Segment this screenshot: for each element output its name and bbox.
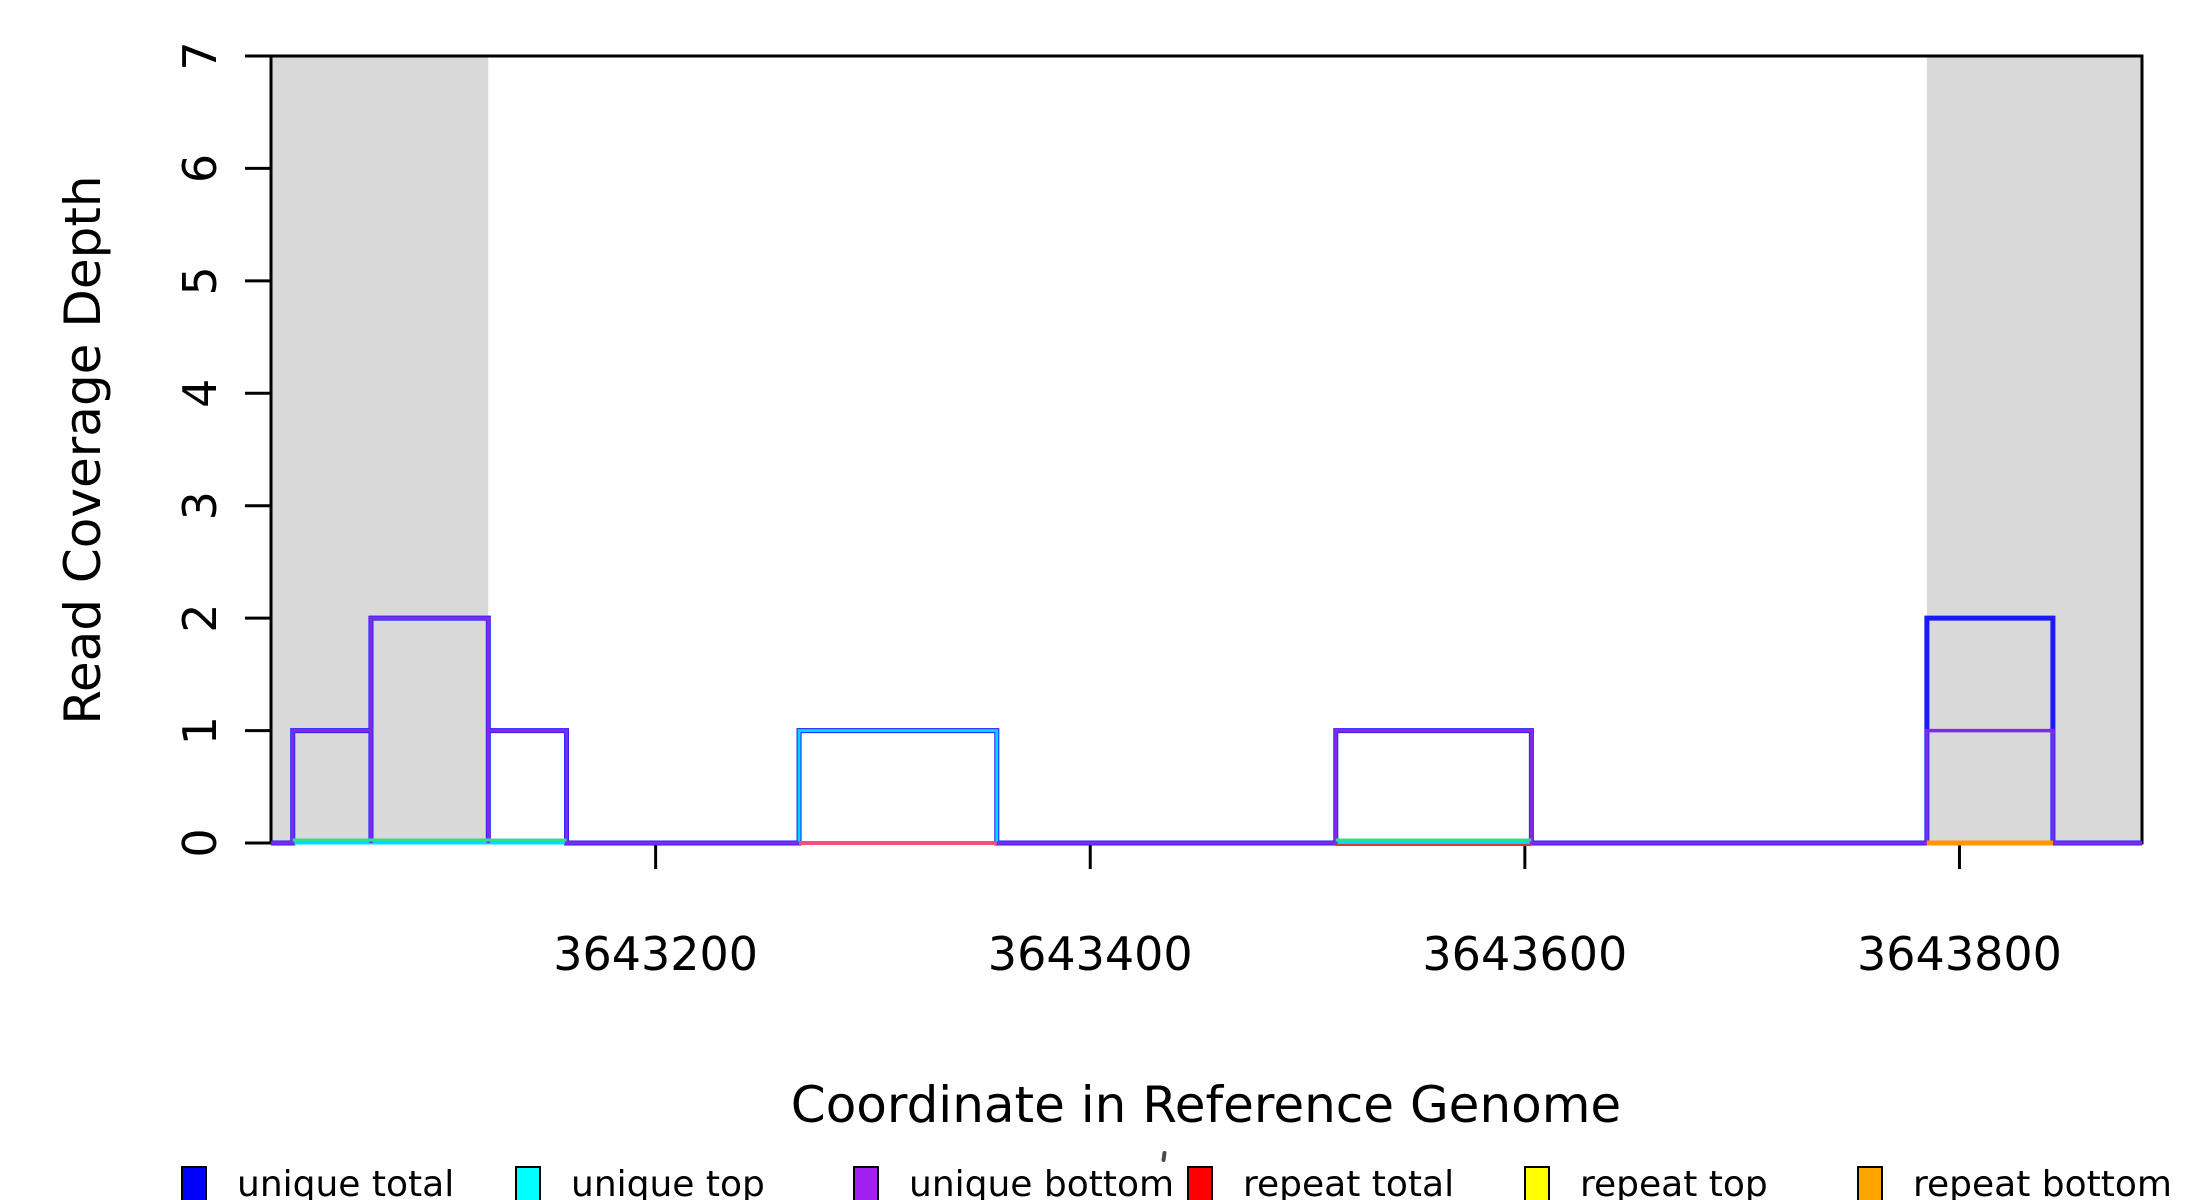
legend-item-unique-top: unique top [515, 1164, 765, 1200]
repeat-region-band [271, 57, 489, 842]
plot-box [269, 54, 2144, 845]
y-tick-label: 3 [173, 491, 227, 520]
legend-label: repeat bottom [1913, 1164, 2172, 1200]
y-tick-label: 0 [173, 828, 227, 857]
series-unique-top [271, 729, 2142, 845]
repeat-region-band [1926, 57, 2142, 842]
legend-item-repeat-top: repeat top [1524, 1164, 1768, 1200]
x-tick-label: 3643400 [988, 927, 1193, 981]
legend-item-unique-bottom: unique bottom [853, 1164, 1174, 1200]
y-tick-label: 2 [173, 604, 227, 633]
axis-ticks [245, 54, 1961, 869]
plot-border [269, 54, 2144, 845]
repeat-bottom-swatch [1857, 1166, 1883, 1200]
unique-top-swatch [515, 1166, 541, 1200]
y-tick-label: 4 [173, 379, 227, 408]
series-unique-bottom [271, 616, 2142, 845]
y-tick-label: 1 [173, 716, 227, 745]
repeat-top-swatch [1524, 1166, 1550, 1200]
x-tick-label: 3643600 [1422, 927, 1627, 981]
repeat-total-swatch [1187, 1166, 1213, 1200]
x-axis-title: Coordinate in Reference Genome [791, 1076, 1621, 1134]
legend-item-unique-total: unique total [181, 1164, 454, 1200]
y-tick-label: 7 [173, 41, 227, 70]
coverage-step-lines [271, 615, 2142, 846]
unique-total-swatch [181, 1166, 207, 1200]
axis-tick-labels: 3643200 3643400 3643600 3643800 0 1 2 3 4 5 6 7 [173, 41, 2062, 981]
legend-label: repeat top [1580, 1164, 1768, 1200]
y-axis-title: Read Coverage Depth [54, 175, 112, 724]
legend-item-repeat-bottom: repeat bottom [1857, 1164, 2172, 1200]
legend-label: unique bottom [909, 1164, 1175, 1200]
x-tick-label: 3643200 [553, 927, 758, 981]
y-tick-label: 5 [173, 266, 227, 295]
legend-label: repeat total [1243, 1164, 1455, 1200]
repeat-region-shading [271, 57, 2142, 842]
legend-item-repeat-total: repeat total [1187, 1164, 1454, 1200]
legend-label: unique top [571, 1164, 765, 1200]
baseline-accent-lines [292, 838, 2053, 846]
legend-label: unique total [237, 1164, 455, 1200]
y-tick-label: 6 [173, 154, 227, 183]
unique-bottom-swatch [853, 1166, 879, 1200]
x-tick-label: 3643800 [1857, 927, 2062, 981]
